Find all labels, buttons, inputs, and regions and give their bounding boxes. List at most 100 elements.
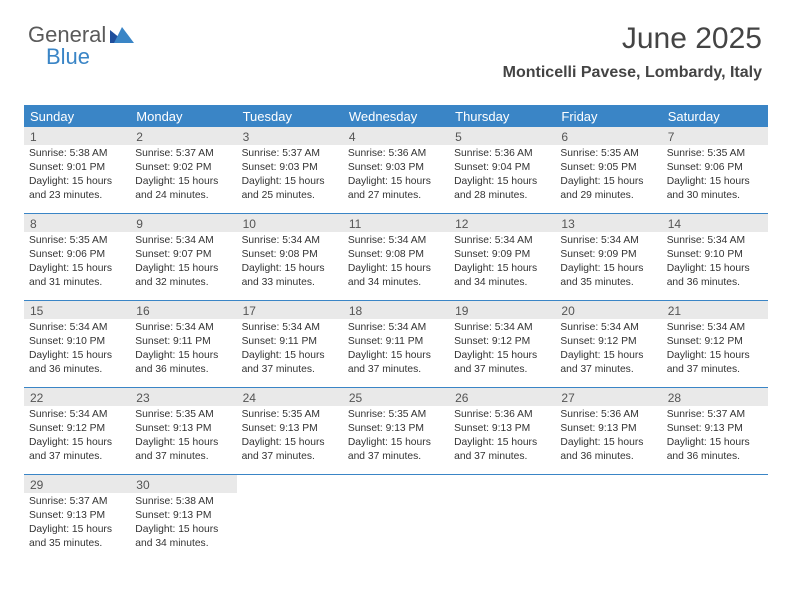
day-cell: Sunrise: 5:34 AMSunset: 9:12 PMDaylight:… [662, 319, 768, 387]
day-header: Tuesday [237, 105, 343, 127]
day1-text: Daylight: 15 hours [242, 175, 338, 189]
day-cell: Sunrise: 5:35 AMSunset: 9:05 PMDaylight:… [555, 145, 661, 213]
day-number: 10 [237, 214, 343, 232]
day-number: 12 [449, 214, 555, 232]
day2-text: and 32 minutes. [135, 276, 231, 290]
day1-text: Daylight: 15 hours [348, 349, 444, 363]
sunrise-text: Sunrise: 5:34 AM [135, 234, 231, 248]
day2-text: and 37 minutes. [29, 450, 125, 464]
day-cell: Sunrise: 5:34 AMSunset: 9:09 PMDaylight:… [555, 232, 661, 300]
day-header: Friday [555, 105, 661, 127]
sunrise-text: Sunrise: 5:34 AM [135, 321, 231, 335]
sunset-text: Sunset: 9:06 PM [29, 248, 125, 262]
sunset-text: Sunset: 9:03 PM [348, 161, 444, 175]
day-number: 1 [24, 127, 130, 145]
day1-text: Daylight: 15 hours [560, 436, 656, 450]
day-number: 22 [24, 388, 130, 406]
day-cell: Sunrise: 5:34 AMSunset: 9:09 PMDaylight:… [449, 232, 555, 300]
day1-text: Daylight: 15 hours [348, 175, 444, 189]
day-cell: Sunrise: 5:34 AMSunset: 9:10 PMDaylight:… [662, 232, 768, 300]
day1-text: Daylight: 15 hours [135, 262, 231, 276]
day-cell: Sunrise: 5:34 AMSunset: 9:12 PMDaylight:… [555, 319, 661, 387]
day-number: 23 [130, 388, 236, 406]
sunrise-text: Sunrise: 5:36 AM [560, 408, 656, 422]
day2-text: and 24 minutes. [135, 189, 231, 203]
day1-text: Daylight: 15 hours [454, 175, 550, 189]
sunrise-text: Sunrise: 5:36 AM [348, 147, 444, 161]
day1-text: Daylight: 15 hours [29, 262, 125, 276]
sunrise-text: Sunrise: 5:34 AM [454, 234, 550, 248]
day-cell: Sunrise: 5:35 AMSunset: 9:13 PMDaylight:… [130, 406, 236, 474]
day2-text: and 34 minutes. [454, 276, 550, 290]
sunset-text: Sunset: 9:06 PM [667, 161, 763, 175]
sunrise-text: Sunrise: 5:34 AM [29, 321, 125, 335]
sunset-text: Sunset: 9:12 PM [29, 422, 125, 436]
week-row: 1234567Sunrise: 5:38 AMSunset: 9:01 PMDa… [24, 127, 768, 214]
sunset-text: Sunset: 9:10 PM [667, 248, 763, 262]
day1-text: Daylight: 15 hours [29, 436, 125, 450]
day1-text: Daylight: 15 hours [667, 349, 763, 363]
sunset-text: Sunset: 9:02 PM [135, 161, 231, 175]
day2-text: and 23 minutes. [29, 189, 125, 203]
day-number [555, 475, 661, 493]
day2-text: and 35 minutes. [560, 276, 656, 290]
day1-text: Daylight: 15 hours [667, 175, 763, 189]
day-data-row: Sunrise: 5:35 AMSunset: 9:06 PMDaylight:… [24, 232, 768, 300]
sunset-text: Sunset: 9:09 PM [454, 248, 550, 262]
day2-text: and 37 minutes. [242, 363, 338, 377]
day-cell: Sunrise: 5:35 AMSunset: 9:06 PMDaylight:… [662, 145, 768, 213]
day1-text: Daylight: 15 hours [242, 436, 338, 450]
day1-text: Daylight: 15 hours [667, 436, 763, 450]
day-number: 26 [449, 388, 555, 406]
sunset-text: Sunset: 9:13 PM [135, 422, 231, 436]
day-header: Thursday [449, 105, 555, 127]
day2-text: and 28 minutes. [454, 189, 550, 203]
sunset-text: Sunset: 9:09 PM [560, 248, 656, 262]
sunset-text: Sunset: 9:05 PM [560, 161, 656, 175]
day-cell: Sunrise: 5:38 AMSunset: 9:01 PMDaylight:… [24, 145, 130, 213]
day-number: 3 [237, 127, 343, 145]
sunrise-text: Sunrise: 5:35 AM [348, 408, 444, 422]
day-number: 11 [343, 214, 449, 232]
day-number-row: 891011121314 [24, 214, 768, 232]
day-cell: Sunrise: 5:36 AMSunset: 9:13 PMDaylight:… [555, 406, 661, 474]
sunset-text: Sunset: 9:12 PM [454, 335, 550, 349]
day1-text: Daylight: 15 hours [135, 523, 231, 537]
day2-text: and 30 minutes. [667, 189, 763, 203]
day-number [237, 475, 343, 493]
sunset-text: Sunset: 9:11 PM [348, 335, 444, 349]
page-title: June 2025 [503, 22, 762, 56]
sunrise-text: Sunrise: 5:35 AM [29, 234, 125, 248]
day-number-row: 1234567 [24, 127, 768, 145]
day-number: 18 [343, 301, 449, 319]
sunrise-text: Sunrise: 5:37 AM [667, 408, 763, 422]
sunset-text: Sunset: 9:07 PM [135, 248, 231, 262]
sunrise-text: Sunrise: 5:37 AM [29, 495, 125, 509]
sunrise-text: Sunrise: 5:34 AM [348, 234, 444, 248]
logo-text-blue: Blue [46, 44, 90, 69]
sunset-text: Sunset: 9:13 PM [560, 422, 656, 436]
day1-text: Daylight: 15 hours [348, 262, 444, 276]
day-number: 24 [237, 388, 343, 406]
day1-text: Daylight: 15 hours [242, 262, 338, 276]
day-number: 28 [662, 388, 768, 406]
day1-text: Daylight: 15 hours [242, 349, 338, 363]
day-number: 30 [130, 475, 236, 493]
sunrise-text: Sunrise: 5:34 AM [667, 321, 763, 335]
day-data-row: Sunrise: 5:34 AMSunset: 9:12 PMDaylight:… [24, 406, 768, 474]
day-number [343, 475, 449, 493]
day-number: 14 [662, 214, 768, 232]
day-cell [555, 493, 661, 561]
sunrise-text: Sunrise: 5:35 AM [560, 147, 656, 161]
day-cell: Sunrise: 5:36 AMSunset: 9:13 PMDaylight:… [449, 406, 555, 474]
day1-text: Daylight: 15 hours [29, 175, 125, 189]
day-header-row: Sunday Monday Tuesday Wednesday Thursday… [24, 105, 768, 127]
sunrise-text: Sunrise: 5:37 AM [135, 147, 231, 161]
day-number: 27 [555, 388, 661, 406]
day-number: 20 [555, 301, 661, 319]
day1-text: Daylight: 15 hours [29, 349, 125, 363]
day-cell: Sunrise: 5:34 AMSunset: 9:12 PMDaylight:… [24, 406, 130, 474]
day1-text: Daylight: 15 hours [454, 349, 550, 363]
day-number: 6 [555, 127, 661, 145]
week-row: 891011121314Sunrise: 5:35 AMSunset: 9:06… [24, 214, 768, 301]
